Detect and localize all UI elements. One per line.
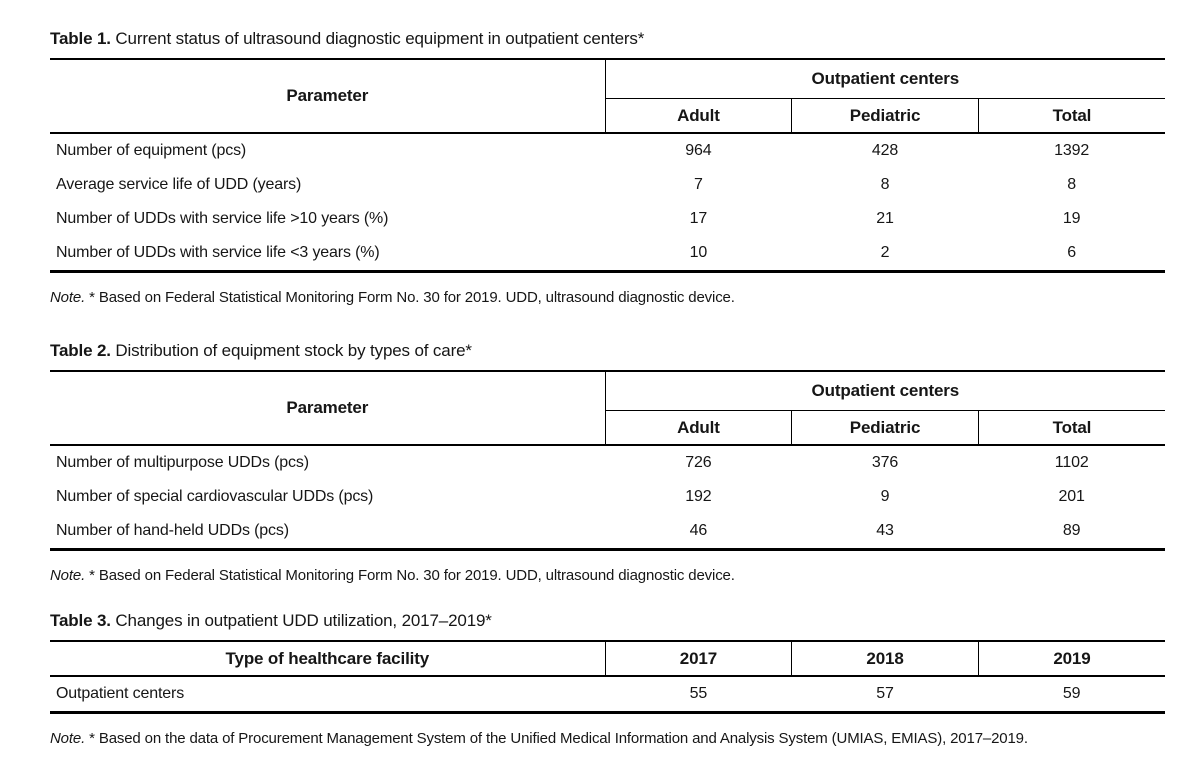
table-row: Average service life of UDD (years) 7 8 … (50, 168, 1165, 202)
cell-2018: 57 (876, 685, 894, 702)
table2: Parameter Outpatient centers Adult Pedia… (50, 370, 1165, 551)
table-row: Number of hand-held UDDs (pcs) 46 43 89 (50, 514, 1165, 550)
table-row: Number of equipment (pcs) 964 428 1392 (50, 133, 1165, 168)
table2-col-total: Total (978, 410, 1165, 446)
note-label: Note. (50, 567, 86, 584)
row-label: Number of special cardiovascular UDDs (p… (56, 488, 374, 505)
cell-pediatric: 8 (880, 176, 890, 193)
cell-total: 8 (1067, 176, 1077, 193)
table-row: Number of UDDs with service life <3 year… (50, 236, 1165, 272)
table2-col-adult: Adult (605, 410, 793, 446)
row-label: Outpatient centers (56, 685, 185, 702)
table-row: Number of multipurpose UDDs (pcs) 726 37… (50, 445, 1165, 480)
table-row: Number of special cardiovascular UDDs (p… (50, 480, 1165, 514)
cell-adult: 192 (685, 488, 712, 505)
table1-col-pediatric: Pediatric (791, 98, 979, 134)
table1-caption: Table 1. Current status of ultrasound di… (50, 28, 1165, 50)
table3-facility-header: Type of healthcare facility (50, 641, 606, 677)
table3-col-2017: 2017 (605, 641, 793, 677)
table2-col-pediatric: Pediatric (791, 410, 979, 446)
cell-pediatric: 43 (876, 522, 894, 539)
cell-adult: 17 (689, 210, 708, 227)
cell-total: 89 (1062, 522, 1081, 539)
cell-adult: 10 (689, 244, 708, 261)
table1-group-header-row: Parameter Outpatient centers (50, 59, 1165, 134)
table3: Type of healthcare facility 2017 2018 20… (50, 640, 1165, 714)
cell-total: 1392 (1054, 142, 1090, 159)
row-label: Number of multipurpose UDDs (pcs) (56, 454, 309, 471)
cell-adult: 726 (685, 454, 712, 471)
table2-group-header: Outpatient centers (605, 371, 1165, 411)
row-label: Number of UDDs with service life <3 year… (56, 244, 380, 261)
table2-section: Table 2. Distribution of equipment stock… (50, 340, 1165, 586)
page-content: Table 1. Current status of ultrasound di… (50, 28, 1165, 749)
cell-total: 201 (1058, 488, 1085, 505)
table1-group-header: Outpatient centers (605, 59, 1165, 99)
table3-header-row: Type of healthcare facility 2017 2018 20… (50, 641, 1165, 677)
table2-caption-text: Distribution of equipment stock by types… (115, 341, 472, 360)
table3-col-2019: 2019 (978, 641, 1165, 677)
table3-col-2018: 2018 (791, 641, 979, 677)
table1-caption-label: Table 1. (50, 29, 111, 48)
table1-col-adult: Adult (605, 98, 793, 134)
cell-total: 19 (1062, 210, 1081, 227)
table-row: Outpatient centers 55 57 59 (50, 676, 1165, 713)
row-label: Number of UDDs with service life >10 yea… (56, 210, 389, 227)
row-label: Average service life of UDD (years) (56, 176, 302, 193)
table3-caption: Table 3. Changes in outpatient UDD utili… (50, 610, 1165, 632)
table1: Parameter Outpatient centers Adult Pedia… (50, 58, 1165, 273)
table3-caption-text: Changes in outpatient UDD utilization, 2… (115, 611, 492, 630)
cell-pediatric: 9 (880, 488, 890, 505)
table1-caption-text: Current status of ultrasound diagnostic … (115, 29, 645, 48)
cell-2019: 59 (1062, 685, 1081, 702)
table2-note: Note. * Based on Federal Statistical Mon… (50, 566, 1165, 586)
table2-group-header-row: Parameter Outpatient centers (50, 371, 1165, 446)
cell-pediatric: 428 (871, 142, 899, 159)
table2-caption: Table 2. Distribution of equipment stock… (50, 340, 1165, 362)
table3-section: Table 3. Changes in outpatient UDD utili… (50, 610, 1165, 749)
cell-pediatric: 376 (871, 454, 899, 471)
note-label: Note. (50, 730, 86, 747)
cell-total: 1102 (1054, 454, 1089, 471)
cell-adult: 7 (694, 176, 703, 193)
table2-column-header-row: Adult Pediatric Total (50, 410, 1165, 446)
note-text: * Based on Federal Statistical Monitorin… (89, 289, 735, 306)
row-label: Number of hand-held UDDs (pcs) (56, 522, 289, 539)
cell-adult: 964 (685, 142, 712, 159)
note-text: * Based on the data of Procurement Manag… (89, 730, 1028, 747)
table2-caption-label: Table 2. (50, 341, 111, 360)
cell-pediatric: 21 (876, 210, 894, 227)
cell-total: 6 (1067, 244, 1077, 261)
table3-note: Note. * Based on the data of Procurement… (50, 729, 1165, 749)
cell-pediatric: 2 (880, 244, 890, 261)
table1-column-header-row: Adult Pediatric Total (50, 98, 1165, 134)
table1-parameter-header: Parameter (50, 59, 606, 134)
table1-section: Table 1. Current status of ultrasound di… (50, 28, 1165, 308)
table1-note: Note. * Based on Federal Statistical Mon… (50, 288, 1165, 308)
note-text: * Based on Federal Statistical Monitorin… (89, 567, 735, 584)
table3-caption-label: Table 3. (50, 611, 111, 630)
note-label: Note. (50, 289, 86, 306)
cell-adult: 46 (689, 522, 708, 539)
cell-2017: 55 (689, 685, 708, 702)
row-label: Number of equipment (pcs) (56, 142, 247, 159)
table2-parameter-header: Parameter (50, 371, 606, 446)
table-row: Number of UDDs with service life >10 yea… (50, 202, 1165, 236)
table1-col-total: Total (978, 98, 1165, 134)
